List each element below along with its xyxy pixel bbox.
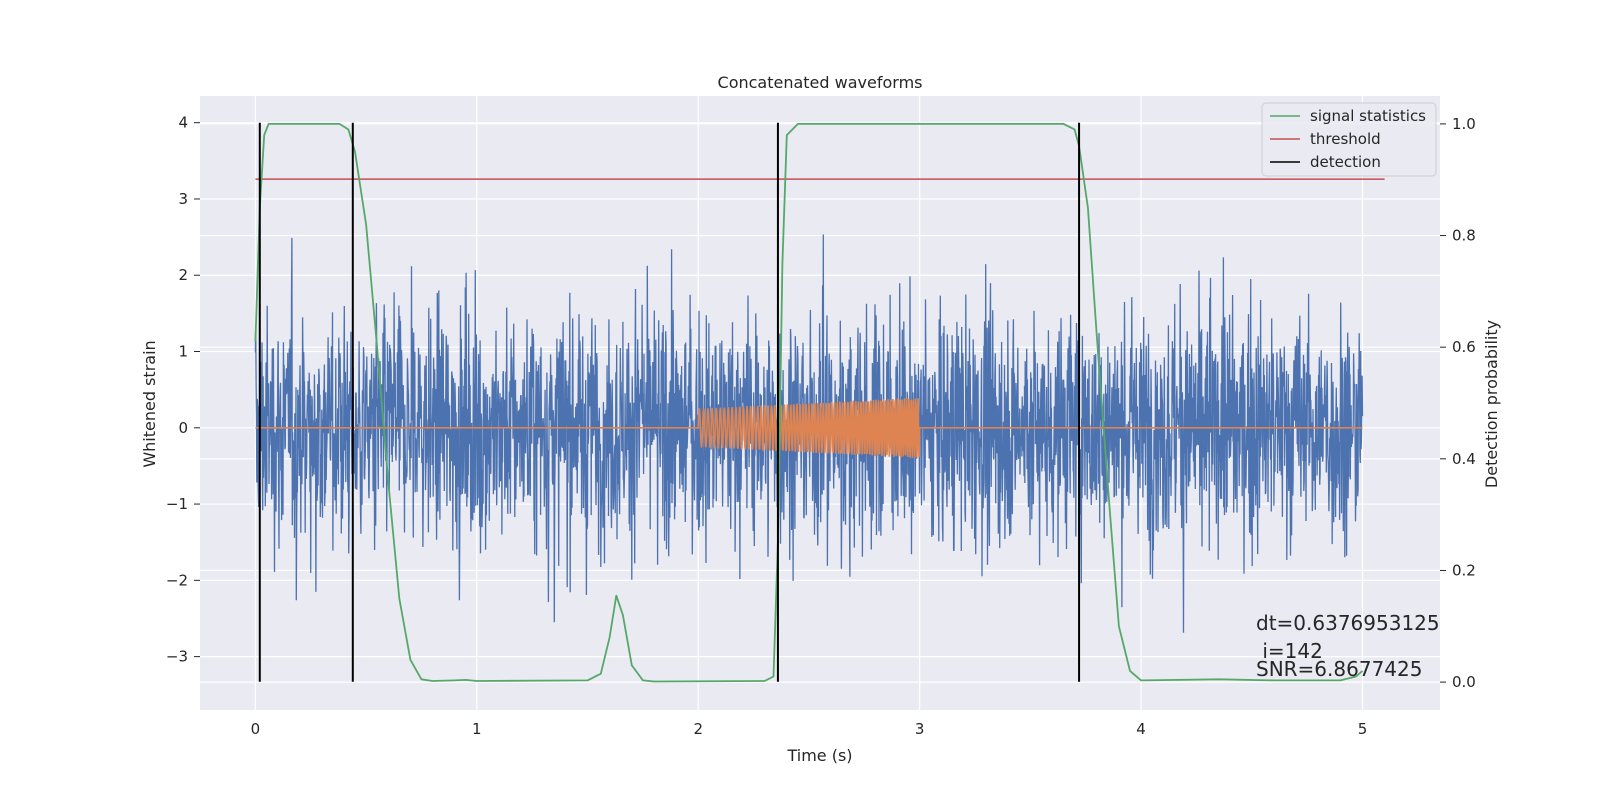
y2-tick-label: 0.4 [1452, 450, 1476, 468]
x-tick-label: 1 [472, 720, 482, 738]
x-axis-label: Time (s) [786, 746, 852, 765]
legend: signal statistics threshold detection [1261, 102, 1437, 177]
y2-tick-label: 0.8 [1452, 227, 1476, 245]
ticks: 0 1 2 3 4 5 −3 −2 −1 0 1 2 3 4 0.0 0.2 0.4 0.6 0.8 1.0 [166, 114, 1476, 738]
legend-label-threshold: threshold [1310, 130, 1381, 148]
y-tick-label: −3 [166, 648, 188, 666]
y2-tick-label: 0.0 [1452, 673, 1476, 691]
plot-area [254, 122, 1385, 683]
y-axis-label: Whitened strain [140, 340, 159, 467]
chart-title: Concatenated waveforms [718, 73, 923, 92]
x-tick-label: 5 [1358, 720, 1368, 738]
legend-box [1261, 102, 1437, 177]
legend-label-detection: detection [1310, 153, 1381, 171]
y2-axis-label: Detection probability [1482, 320, 1501, 488]
x-tick-label: 4 [1136, 720, 1146, 738]
y2-tick-label: 0.2 [1452, 561, 1476, 579]
annotation-snr: SNR=6.8677425 [1256, 657, 1422, 681]
y2-tick-label: 0.6 [1452, 338, 1476, 356]
y2-tick-label: 1.0 [1452, 115, 1476, 133]
y-tick-label: 4 [178, 114, 188, 132]
y-tick-label: 0 [178, 419, 188, 437]
y-tick-label: 3 [178, 190, 188, 208]
legend-label-signal-statistics: signal statistics [1310, 107, 1426, 125]
annotation-dt: dt=0.6376953125 [1256, 611, 1440, 635]
y-tick-label: 2 [178, 266, 188, 284]
signal-statistics-line [254, 123, 1364, 683]
x-tick-label: 3 [915, 720, 925, 738]
y-tick-label: −2 [166, 571, 188, 589]
y-tick-label: −1 [166, 495, 188, 513]
annotation-index: i=142 [1256, 639, 1323, 663]
x-tick-label: 0 [251, 720, 261, 738]
injected-waveform-line [255, 398, 1363, 458]
y-tick-label: 1 [178, 343, 188, 361]
x-tick-label: 2 [693, 720, 703, 738]
